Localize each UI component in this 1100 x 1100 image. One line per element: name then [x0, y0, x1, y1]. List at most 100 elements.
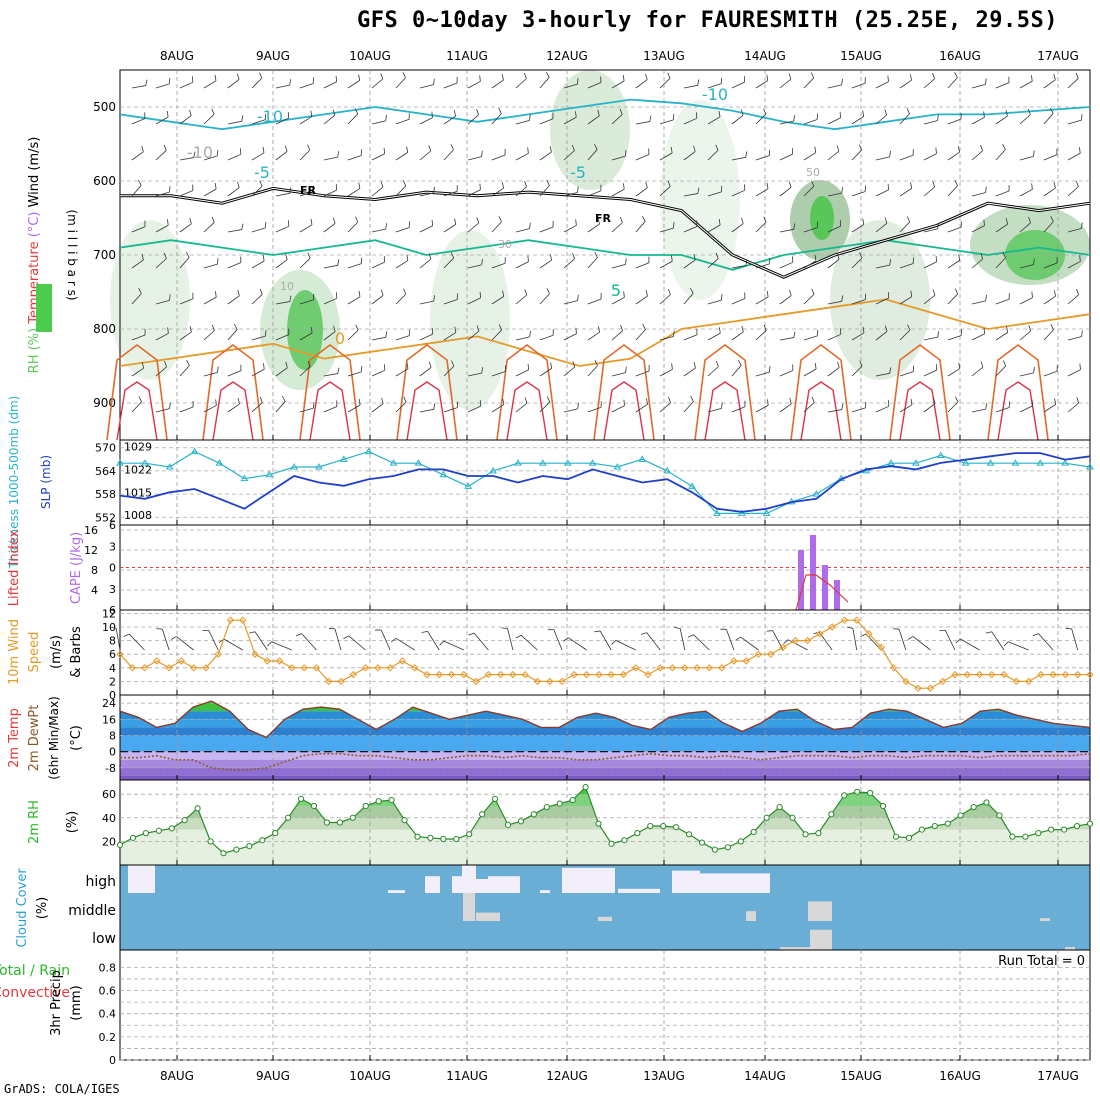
wind-barb-flag: [236, 73, 240, 80]
wind-barb: [1067, 336, 1082, 341]
chart-title: GFS 0~10day 3-hourly for FAURESMITH (25.…: [357, 8, 1059, 33]
wind-barb: [1019, 155, 1034, 161]
axis-title: CAPE (J/kg): [69, 532, 84, 604]
wind-barb-flag: [428, 145, 432, 152]
wind-barb-flag: [846, 626, 853, 629]
thickness-marker: [140, 459, 149, 466]
wind-barb: [611, 222, 623, 233]
wind-barb-flag: [381, 397, 384, 404]
wind-speed-marker: [202, 664, 210, 672]
contour-label: FR: [300, 184, 317, 197]
wind-barb-flag: [217, 366, 219, 373]
wind-barb-flag: [1002, 252, 1006, 258]
wind-barb-flag: [937, 114, 939, 121]
surface-wind-barb: [599, 630, 612, 651]
wind-barb: [611, 263, 626, 269]
cape-li-panel: 6 3 0 3 6 16 12 8 4 Lifted Index CAPE (J/kg): [7, 519, 1091, 617]
wind-barb-flag: [476, 217, 480, 224]
wind-barb: [131, 185, 142, 197]
wind-barb: [155, 83, 170, 89]
wind-barb: [971, 366, 984, 377]
thickness-marker: [588, 459, 597, 466]
wind-speed-marker: [644, 670, 652, 679]
wind-barb-flag: [284, 145, 288, 152]
rh-band: [120, 794, 1090, 806]
wind-barb-flag: [164, 361, 167, 367]
wind-barb: [395, 227, 410, 233]
precip-tick-label: 0.8: [99, 961, 117, 974]
wind-barb-flag: [889, 150, 891, 157]
rh-marker: [466, 831, 473, 838]
wind-barb-flag: [741, 325, 744, 332]
surface-wind-barb: [852, 628, 858, 651]
thickness-marker: [290, 463, 298, 470]
wind-barb-flag: [1027, 108, 1031, 115]
wind-barb-flag: [859, 252, 863, 259]
warm-isotherm: [202, 344, 264, 441]
rh-marker: [905, 834, 913, 841]
wind-barb: [635, 221, 646, 233]
wind-barb-flag: [215, 399, 217, 406]
wind-barb-flag: [783, 639, 789, 644]
wind-barb: [203, 155, 218, 161]
wind-barb: [707, 299, 722, 305]
wind-barb: [899, 154, 914, 161]
bottom-date-label: 12AUG: [546, 1069, 588, 1083]
wind-barb-flag: [980, 361, 984, 368]
wind-barb-flag: [836, 253, 840, 260]
rh-marker: [246, 843, 253, 850]
wind-barb: [731, 115, 744, 125]
wind-barb: [467, 189, 481, 197]
thickness-tick-label: 558: [95, 488, 116, 501]
wind-barb-flag: [667, 72, 671, 79]
wind-barb: [731, 265, 746, 269]
rh-marker: [918, 826, 925, 833]
surface-wind-barb: [254, 631, 268, 651]
slp-tick-label: 1022: [124, 463, 152, 476]
wind-barb: [875, 372, 890, 377]
wind-barb: [755, 113, 767, 125]
wind-barb-flag: [673, 222, 675, 229]
wind-barb: [923, 120, 938, 125]
wind-barb-flag: [295, 633, 302, 637]
warm-isotherm: [212, 381, 254, 441]
wind-barb: [275, 401, 286, 413]
rh-marker: [595, 820, 602, 827]
wind-barb-flag: [910, 290, 913, 297]
wind-speed-marker: [263, 657, 272, 665]
wind-speed-marker: [189, 664, 198, 672]
thickness-tick-label: 564: [95, 465, 116, 478]
wind-barb: [275, 117, 289, 125]
wind-barb: [971, 150, 983, 161]
wind-barb: [443, 190, 458, 197]
wind-speed-marker: [239, 616, 247, 624]
cloud-cell: [1065, 947, 1075, 950]
wind-barb: [851, 116, 864, 125]
wind-barb: [179, 257, 190, 269]
wind-barb: [323, 406, 338, 413]
cloud-cell: [128, 865, 155, 893]
surface-wind-barb: [208, 630, 219, 651]
wind-barb-flag: [763, 324, 767, 331]
axis-title: Lifted Index: [7, 529, 22, 606]
wind-barb: [683, 334, 698, 341]
wind-barb-flag: [985, 403, 988, 410]
wind-barb: [875, 81, 889, 89]
rh-marker: [543, 804, 550, 811]
wind-barb-flag: [385, 114, 387, 121]
wind-barb-flag: [577, 294, 579, 301]
rh-marker: [1048, 826, 1055, 833]
wind-barb-flag: [479, 183, 481, 190]
wind-barb-flag: [719, 327, 721, 334]
wind-speed-marker: [656, 664, 664, 672]
wind-barb: [299, 366, 311, 377]
wind-barb-flag: [110, 626, 117, 629]
wind-barb-flag: [985, 78, 987, 85]
wind-barb: [875, 264, 890, 269]
wind-barb-flag: [431, 111, 433, 118]
cloud-cell: [672, 870, 700, 893]
bottom-date-label: 11AUG: [446, 1069, 488, 1083]
wind-barb: [659, 119, 674, 125]
wind-tick-label: 10: [102, 621, 116, 634]
wind-barb: [539, 226, 554, 233]
